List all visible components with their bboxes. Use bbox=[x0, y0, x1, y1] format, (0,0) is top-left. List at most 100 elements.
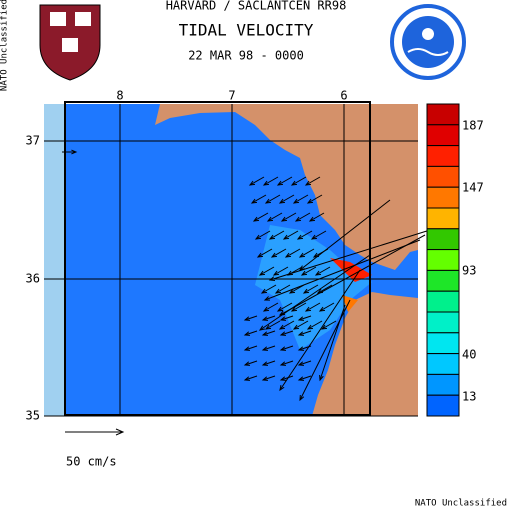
velocity-vector bbox=[315, 266, 331, 276]
vector-head bbox=[318, 306, 326, 312]
velocity-vector bbox=[244, 330, 258, 336]
velocity-vector bbox=[280, 375, 294, 381]
velocity-vector bbox=[298, 360, 312, 366]
velocity-vector bbox=[293, 320, 309, 330]
vector-head bbox=[266, 216, 274, 222]
velocity-vector bbox=[311, 230, 327, 240]
vector-head bbox=[297, 376, 305, 381]
vector-head bbox=[298, 252, 306, 258]
vector-head bbox=[276, 180, 284, 186]
vector-head bbox=[290, 306, 298, 312]
velocity-vector bbox=[298, 375, 312, 381]
velocity-vector bbox=[255, 230, 271, 240]
velocity-vector bbox=[244, 345, 258, 351]
lon-label: 7 bbox=[228, 89, 235, 103]
classification: NATO Unclassified bbox=[415, 499, 507, 509]
velocity-vector bbox=[319, 304, 346, 381]
velocity-vector bbox=[277, 176, 293, 186]
colorbar-cell bbox=[426, 103, 460, 126]
velocity-vector bbox=[273, 266, 289, 276]
vector-head bbox=[314, 270, 322, 276]
velocity-vector bbox=[297, 230, 313, 240]
velocity-vector bbox=[267, 212, 283, 222]
colorbar-label: 13 bbox=[462, 390, 476, 404]
vector-head bbox=[268, 234, 276, 240]
colorbar-cell bbox=[426, 207, 460, 230]
lat-label: 35 bbox=[26, 409, 40, 423]
lat-label: 36 bbox=[26, 272, 40, 286]
vector-head bbox=[278, 198, 286, 204]
velocity-vector bbox=[279, 269, 361, 391]
velocity-vector bbox=[262, 375, 276, 381]
vector-head bbox=[262, 180, 270, 186]
vector-head bbox=[256, 252, 264, 258]
scale-arrow bbox=[65, 428, 125, 436]
vector-head bbox=[263, 296, 271, 301]
velocity-vector bbox=[280, 360, 294, 366]
velocity-vector bbox=[280, 345, 294, 351]
classification: NATO Unclassified bbox=[0, 0, 10, 91]
colorbar-cell bbox=[426, 394, 460, 417]
lon-label: 8 bbox=[116, 89, 123, 103]
colorbar-cell bbox=[426, 165, 460, 188]
velocity-vector bbox=[305, 176, 321, 186]
vector-head bbox=[284, 252, 292, 258]
vector-head bbox=[300, 270, 308, 276]
velocity-vector bbox=[293, 194, 309, 204]
vector-head bbox=[243, 376, 251, 381]
colorbar-cell bbox=[426, 249, 460, 271]
velocity-vector bbox=[249, 176, 265, 186]
velocity-vector bbox=[299, 199, 391, 271]
velocity-vector bbox=[244, 375, 258, 381]
vector-head bbox=[290, 180, 298, 186]
velocity-vector bbox=[307, 194, 323, 204]
colorbar-cell bbox=[426, 145, 460, 167]
vector-head bbox=[268, 276, 276, 281]
velocity-vector bbox=[299, 248, 315, 258]
colorbar-cell bbox=[426, 332, 460, 355]
velocity-vector bbox=[261, 284, 277, 294]
velocity-vector bbox=[291, 302, 307, 312]
colorbar-cell bbox=[426, 353, 460, 375]
colorbar: 187 147 93 40 13 bbox=[426, 103, 484, 417]
velocity-vector bbox=[281, 212, 297, 222]
vector-head bbox=[258, 325, 266, 331]
velocity-vector bbox=[264, 239, 421, 301]
vector-head bbox=[294, 216, 302, 222]
colorbar-cell bbox=[426, 124, 460, 147]
vector-head bbox=[252, 216, 260, 222]
velocity-vector bbox=[265, 194, 281, 204]
vector-head bbox=[261, 331, 269, 336]
vector-head bbox=[292, 324, 300, 330]
vector-head bbox=[304, 180, 312, 186]
vector-head bbox=[297, 331, 305, 336]
vector-head bbox=[296, 234, 304, 240]
velocity-vector bbox=[269, 229, 431, 281]
vector-head bbox=[297, 346, 305, 351]
colorbar-label: 147 bbox=[462, 181, 484, 195]
vector-head bbox=[258, 270, 266, 276]
velocity-vector bbox=[283, 230, 299, 240]
velocity-vector bbox=[262, 360, 276, 366]
vector-head bbox=[274, 288, 282, 294]
vector-head bbox=[302, 288, 310, 294]
velocity-vector bbox=[305, 302, 321, 312]
header-line: HARVARD / SACLANTCEN RR98 bbox=[166, 0, 347, 13]
vector-head bbox=[243, 361, 251, 366]
colorbar-label: 187 bbox=[462, 119, 484, 133]
velocity-vector bbox=[253, 212, 269, 222]
velocity-vector bbox=[279, 234, 426, 316]
velocity-vector bbox=[309, 212, 325, 222]
vector-head bbox=[248, 180, 256, 186]
vector-head bbox=[292, 198, 300, 204]
vector-head bbox=[280, 216, 288, 222]
colorbar-label: 93 bbox=[462, 264, 476, 278]
velocity-vector bbox=[319, 302, 335, 312]
velocity-vector bbox=[262, 315, 276, 321]
velocity-vector bbox=[295, 212, 311, 222]
velocity-vector bbox=[301, 266, 317, 276]
title: TIDAL VELOCITY bbox=[179, 21, 314, 40]
colorbar-cell bbox=[426, 269, 460, 292]
velocity-vector bbox=[279, 320, 295, 330]
vector-head bbox=[279, 376, 287, 381]
